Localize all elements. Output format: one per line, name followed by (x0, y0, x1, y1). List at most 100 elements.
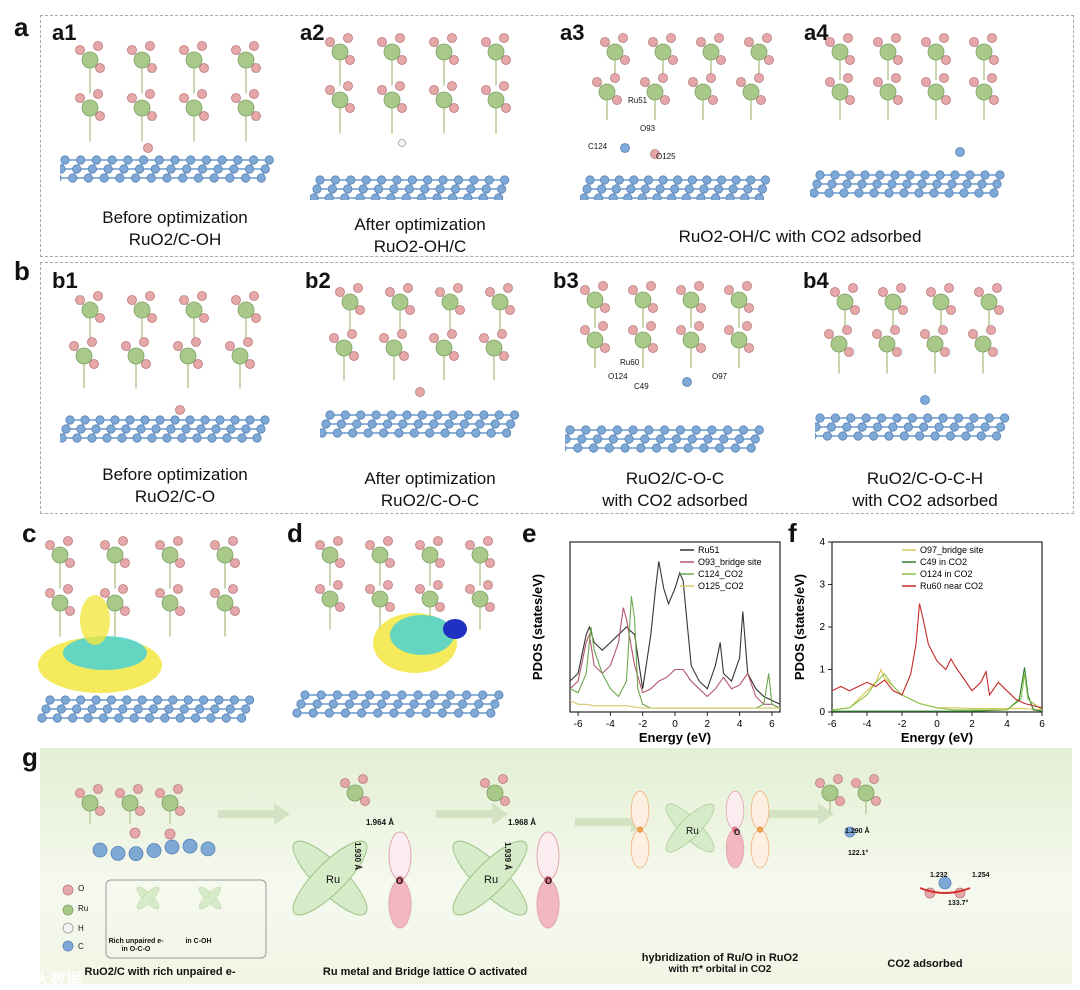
oxygen-atom (429, 333, 439, 343)
oxygen-atom (75, 295, 85, 305)
caption-b4-line1: RuO2/C-O-C-H (866, 469, 984, 488)
ruthenium-atom (391, 293, 409, 311)
carbon-atom (146, 173, 156, 183)
ru-d-orbital (665, 803, 715, 853)
ruthenium-atom (321, 590, 339, 608)
carbon-atom (121, 424, 131, 434)
oxygen-atom (455, 305, 465, 315)
o-p-orbital (388, 831, 412, 929)
carbon-atom (754, 425, 764, 435)
carbon-atom (394, 428, 404, 438)
carbon-atom (486, 708, 496, 718)
carbon-atom (398, 419, 408, 429)
ruthenium-atom (831, 43, 849, 61)
carbon-atom (343, 184, 353, 194)
oxygen-atom (343, 33, 353, 43)
carbon-atom (214, 695, 224, 705)
carbon-atom (463, 410, 474, 420)
oxygen-atom (347, 329, 357, 339)
carbon-atom (455, 428, 466, 438)
ruthenium-atom (926, 335, 944, 353)
oxygen-atom (824, 329, 834, 339)
carbon-atom (56, 704, 66, 714)
oxygen-atom (620, 55, 630, 65)
co2-pi-orbital (750, 790, 770, 869)
carbon-atom (65, 415, 75, 425)
oxygen-atom (349, 351, 359, 361)
ruthenium-atom (185, 51, 203, 69)
oxygen-atom (845, 95, 855, 105)
series-line (569, 561, 781, 705)
oxygen-atom (385, 602, 395, 612)
oxygen-atom (453, 283, 463, 293)
carbon-atom (310, 193, 319, 200)
carbon-atom (361, 175, 371, 185)
oxygen-atom (197, 41, 207, 51)
carbon-atom (670, 184, 680, 194)
carbon-atom (853, 431, 863, 441)
carbon-atom (213, 164, 223, 174)
step-4-label: CO2 adsorbed (887, 958, 963, 970)
oxygen-atom (377, 37, 387, 47)
ruthenium-atom (51, 546, 69, 564)
carbon-atom (842, 422, 852, 432)
carbon-atom (938, 876, 952, 890)
carbon-atom (99, 173, 109, 183)
ruthenium-atom (694, 83, 712, 101)
carbon-atom (237, 433, 247, 443)
carbon-atom (710, 193, 721, 200)
y-tick-label: 0 (819, 707, 825, 718)
carbon-atom (170, 155, 180, 165)
carbon-atom (479, 410, 489, 420)
series-line (832, 667, 1043, 712)
x-tick-label: 6 (1039, 719, 1045, 730)
carbon-atom (658, 175, 668, 185)
carbon-atom (453, 708, 464, 718)
oxygen-atom (69, 341, 79, 351)
oxygen-atom (197, 89, 207, 99)
carbon-atom (687, 175, 697, 185)
carbon-atom (965, 170, 975, 180)
carbon-atom (197, 164, 208, 174)
ruthenium-atom (634, 291, 652, 309)
oxygen-atom (143, 143, 153, 153)
oxygen-atom (756, 95, 766, 105)
carbon-atom (673, 175, 683, 185)
ruthenium-atom (836, 293, 854, 311)
oxygen-atom (173, 536, 183, 546)
legend-entry: Ru51 (698, 545, 720, 555)
ruthenium-atom (879, 43, 897, 61)
ruthenium-atom (586, 331, 604, 349)
oxygen-atom (141, 359, 151, 369)
ruthenium-atom (81, 794, 99, 812)
carbon-atom (308, 708, 318, 718)
carbon-atom (162, 433, 172, 443)
carbon-atom (500, 175, 510, 185)
carbon-atom (225, 704, 235, 714)
caption-b3-line1: RuO2/C-O-C (625, 469, 725, 488)
x-tick-label: 6 (769, 719, 775, 730)
carbon-atom (102, 433, 112, 443)
carbon-atom (857, 422, 867, 432)
carbon-atom (244, 164, 255, 174)
oxygen-atom (580, 325, 590, 335)
carbon-atom (824, 188, 834, 198)
oxygen-atom (850, 305, 860, 315)
bond-angle-arc (919, 887, 971, 894)
carbon-atom (245, 695, 255, 705)
carbon-atom (110, 415, 120, 425)
oxygen-atom (498, 774, 508, 784)
carbon-atom (707, 425, 717, 435)
oxygen-atom (127, 295, 137, 305)
structure-a3 (580, 33, 774, 200)
oxygen-atom (830, 287, 840, 297)
oxygen-atom (383, 580, 393, 590)
x-axis-label: Energy (eV) (639, 730, 711, 745)
carbon-atom (469, 175, 479, 185)
oxygen-atom (878, 287, 888, 297)
carbon-atom (389, 708, 399, 718)
carbon-atom (320, 428, 327, 438)
oxygen-atom (485, 558, 495, 568)
carbon-atom (365, 690, 375, 700)
carbon-atom (962, 179, 972, 189)
